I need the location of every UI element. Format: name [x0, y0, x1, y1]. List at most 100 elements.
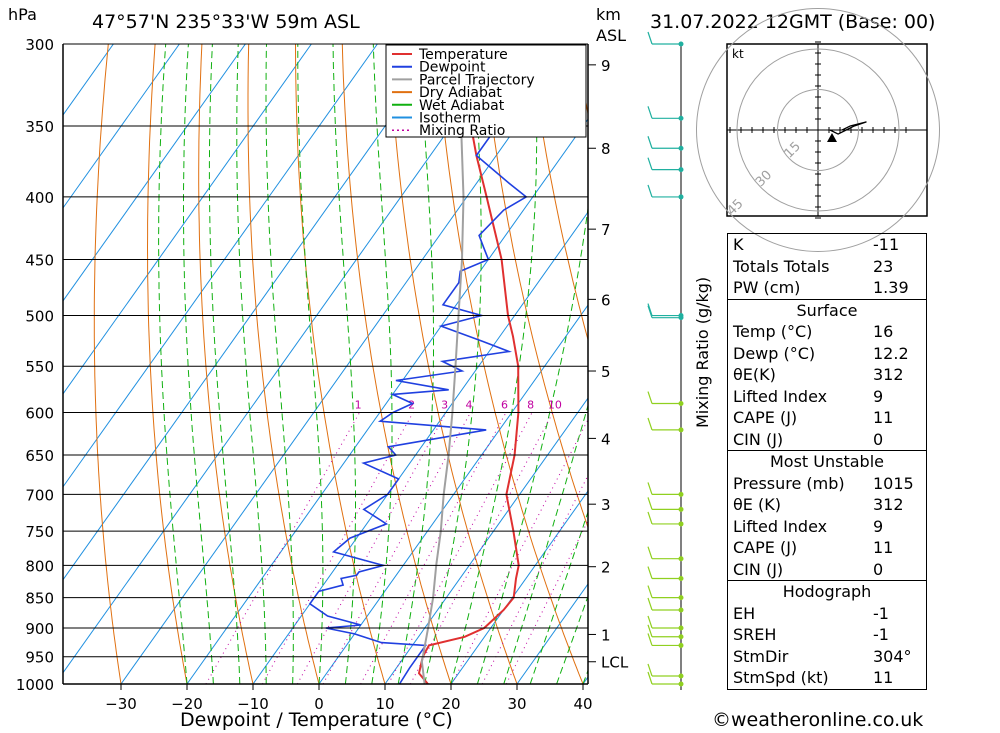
pressure-tick-label: 450: [25, 252, 54, 270]
mixing-ratio-lines: 1 2 3 4 6 8 10 15 20 25: [205, 398, 652, 684]
temp-tick-label: −30: [105, 695, 137, 713]
wind-barbs: [647, 31, 684, 687]
pressure-tick-label: 750: [25, 523, 54, 541]
wind-barb-flag: [647, 157, 653, 170]
hodograph-indices-title: Hodograph: [782, 582, 872, 601]
index-label: CAPE (J): [733, 538, 798, 557]
legend-entry: Temperature: [418, 47, 508, 63]
km-tick-label: LCL: [601, 654, 629, 672]
asl-unit-label: ASL: [596, 26, 626, 45]
temp-tick-label: 10: [375, 695, 394, 713]
index-label: θE(K): [733, 365, 776, 384]
index-value: 11: [873, 668, 894, 687]
index-row: Lifted Index 9: [728, 516, 926, 538]
mixing-ratio-line: [481, 474, 588, 684]
index-row: CIN (J) 0: [728, 559, 926, 581]
index-row: Dewp (°C) 12.2: [728, 343, 926, 365]
wind-barb-dot: [678, 625, 684, 631]
wind-barb-dot: [678, 315, 684, 321]
index-row: θE(K) 312: [728, 364, 926, 386]
legend-entry: Isotherm: [419, 111, 481, 127]
legend-entry: Dry Adiabat: [419, 85, 502, 101]
index-row: SREH -1: [728, 624, 926, 646]
index-label: Temp (°C): [733, 322, 813, 341]
index-label: Lifted Index: [733, 516, 828, 536]
index-value: 0: [873, 429, 884, 449]
index-row: StmSpd (kt) 11: [728, 667, 926, 689]
index-row: CAPE (J) 11: [728, 407, 926, 429]
wind-barb-dot: [678, 427, 684, 433]
km-tick-label: 8: [601, 140, 611, 158]
wind-barb-flag: [647, 566, 653, 579]
index-row: Pressure (mb) 1015: [728, 473, 926, 495]
index-label: StmDir: [733, 646, 789, 666]
wet-adiabat-line: [450, 44, 538, 684]
index-row: CAPE (J) 11: [728, 537, 926, 559]
temp-tick-label: −20: [171, 695, 203, 713]
isotherm-line: [186, 118, 588, 684]
isotherm-line: [252, 211, 588, 684]
surface-section: Surface Temp (°C) 16 Dewp (°C) 12.2 θE(K) 312…: [727, 299, 927, 451]
wind-barb-flag: [647, 136, 653, 149]
surface-title: Surface: [796, 300, 858, 320]
pressure-tick-label: 700: [25, 486, 54, 504]
isotherm-line: [63, 44, 180, 209]
index-row: PW (cm) 1.39: [728, 277, 926, 299]
mixing-ratio-label: 25: [638, 398, 652, 411]
axis-ticks: 3003504004505005506006507007508008509009…: [16, 36, 629, 713]
mixing-ratio-label: 6: [501, 398, 508, 411]
isotherm-line: [120, 44, 576, 684]
temp-tick-label: 30: [507, 695, 526, 713]
index-label: Dewp (°C): [733, 343, 816, 363]
wind-barb-dot: [678, 556, 684, 562]
storm-motion-marker: [827, 133, 837, 142]
pressure-tick-label: 400: [25, 189, 54, 207]
temp-tick-label: 20: [441, 695, 460, 713]
index-value: 312: [873, 365, 904, 384]
plot-axes: [62, 43, 589, 685]
wind-barb-flag: [647, 511, 653, 525]
index-row: EH -1: [728, 603, 926, 625]
wind-barb-flag: [647, 184, 653, 198]
wet-adiabat-line: [529, 510, 588, 684]
wind-barb-dot: [678, 167, 684, 173]
legend-entry: Dewpoint: [419, 60, 486, 76]
index-label: EH: [733, 603, 756, 623]
index-row: CIN (J) 0: [728, 429, 926, 451]
index-row: StmDir 304°: [728, 646, 926, 668]
index-label: StmSpd (kt): [733, 668, 829, 687]
wind-barb-dot: [678, 642, 684, 648]
temp-tick-label: −10: [237, 695, 269, 713]
hodograph-unit: kt: [732, 47, 744, 61]
wet-adiabat-line: [265, 44, 294, 684]
isotherm-line: [63, 44, 246, 302]
wind-barb-dot: [678, 681, 684, 687]
wind-barb-dot: [678, 521, 684, 527]
index-value: 23: [873, 256, 894, 276]
legend-box: [385, 44, 587, 138]
wind-barb-flag: [647, 615, 653, 629]
km-tick-label: 3: [601, 496, 611, 514]
wind-barb-flag: [647, 417, 653, 431]
mixing-ratio-line: [296, 412, 447, 684]
isotherm-line: [63, 44, 510, 674]
mixing-ratio-label: 4: [465, 398, 472, 411]
dry-adiabat-line: [146, 44, 188, 684]
wind-barb-flag: [647, 663, 653, 677]
dry-adiabat-line: [247, 44, 320, 684]
wind-barb-dot: [678, 145, 684, 151]
wind-barb-dot: [678, 595, 684, 601]
pressure-tick-label: 850: [25, 590, 54, 608]
indices-top-section: K -11 Totals Totals 23 PW (cm) 1.39: [727, 233, 927, 300]
datetime-title: 31.07.2022 12GMT (Base: 00): [650, 11, 935, 33]
x-axis-label: Dewpoint / Temperature (°C): [180, 709, 453, 731]
index-label: PW (cm): [733, 278, 801, 297]
index-row: Totals Totals 23: [728, 256, 926, 278]
km-unit-label: km: [596, 5, 621, 24]
index-label: K: [733, 235, 744, 254]
wind-barb-dot: [678, 506, 684, 512]
mixing-ratio-line: [322, 412, 471, 684]
wind-barb-flag: [647, 497, 653, 510]
